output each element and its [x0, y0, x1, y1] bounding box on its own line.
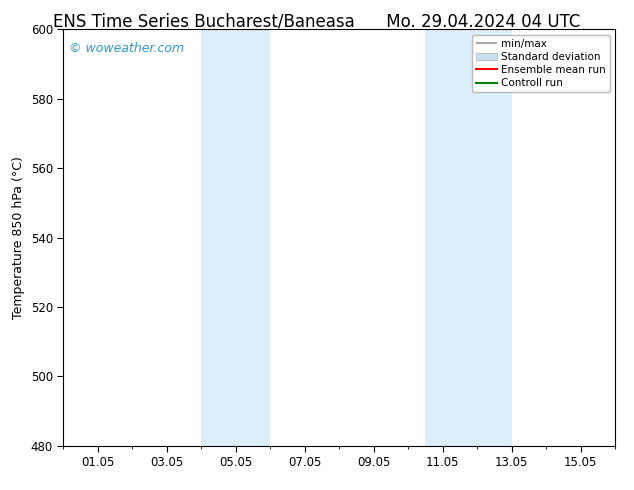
Bar: [425, 29, 512, 446]
Legend: min/max, Standard deviation, Ensemble mean run, Controll run: min/max, Standard deviation, Ensemble me…: [472, 35, 610, 92]
Bar: [202, 29, 270, 446]
Text: © woweather.com: © woweather.com: [69, 42, 184, 55]
Text: ENS Time Series Bucharest/Baneasa      Mo. 29.04.2024 04 UTC: ENS Time Series Bucharest/Baneasa Mo. 29…: [53, 12, 581, 30]
Y-axis label: Temperature 850 hPa (°C): Temperature 850 hPa (°C): [12, 156, 25, 319]
